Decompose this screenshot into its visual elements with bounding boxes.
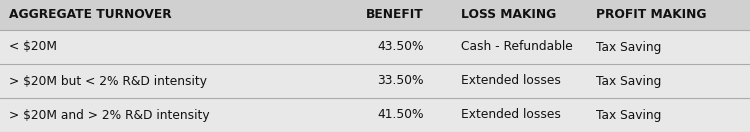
Text: Tax Saving: Tax Saving [596, 41, 662, 53]
Text: > $20M but < 2% R&D intensity: > $20M but < 2% R&D intensity [9, 74, 207, 88]
Text: Tax Saving: Tax Saving [596, 109, 662, 121]
Bar [0, 30, 750, 64]
Bar [0, 98, 750, 132]
Text: Tax Saving: Tax Saving [596, 74, 662, 88]
Text: AGGREGATE TURNOVER: AGGREGATE TURNOVER [9, 8, 172, 22]
Text: 41.50%: 41.50% [377, 109, 424, 121]
Text: Extended losses: Extended losses [461, 74, 561, 88]
Text: Extended losses: Extended losses [461, 109, 561, 121]
Text: BENEFIT: BENEFIT [366, 8, 424, 22]
Text: 33.50%: 33.50% [377, 74, 424, 88]
Text: Cash - Refundable: Cash - Refundable [461, 41, 573, 53]
Bar [0, 64, 750, 98]
Text: PROFIT MAKING: PROFIT MAKING [596, 8, 706, 22]
Text: < $20M: < $20M [9, 41, 57, 53]
Text: 43.50%: 43.50% [377, 41, 424, 53]
Text: LOSS MAKING: LOSS MAKING [461, 8, 556, 22]
Bar [0, 0, 750, 30]
Text: > $20M and > 2% R&D intensity: > $20M and > 2% R&D intensity [9, 109, 209, 121]
